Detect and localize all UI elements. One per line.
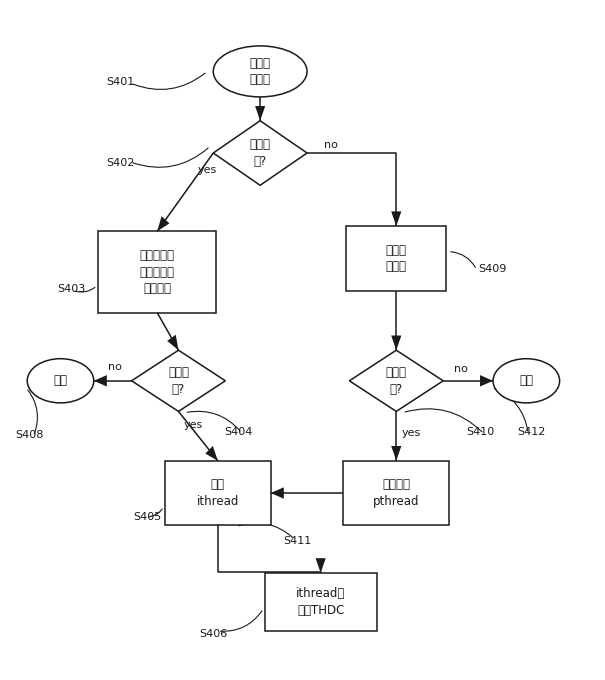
Text: 创建虚拟
pthread: 创建虚拟 pthread — [373, 478, 419, 508]
Ellipse shape — [213, 46, 307, 97]
FancyArrowPatch shape — [238, 523, 293, 537]
Text: yes: yes — [198, 165, 217, 175]
Polygon shape — [350, 350, 443, 411]
Text: yes: yes — [402, 428, 421, 438]
FancyArrowPatch shape — [28, 390, 38, 434]
Polygon shape — [271, 488, 284, 498]
Text: S403: S403 — [57, 284, 86, 294]
Text: 继续: 继续 — [519, 374, 534, 388]
Text: 用户程
序开始: 用户程 序开始 — [250, 56, 270, 86]
Text: no: no — [454, 364, 468, 373]
FancyArrowPatch shape — [188, 411, 240, 431]
Polygon shape — [391, 446, 401, 461]
Polygon shape — [167, 335, 178, 350]
Text: 线程产
生?: 线程产 生? — [168, 366, 189, 396]
Text: S405: S405 — [133, 512, 162, 522]
FancyArrowPatch shape — [75, 288, 95, 292]
Text: S410: S410 — [466, 427, 494, 437]
Polygon shape — [205, 446, 218, 461]
Polygon shape — [131, 350, 225, 411]
Text: 线程产
生?: 线程产 生? — [386, 366, 407, 396]
Text: 继续: 继续 — [53, 374, 68, 388]
Polygon shape — [157, 216, 169, 231]
Text: S412: S412 — [517, 427, 546, 437]
Text: 驱动存
在?: 驱动存 在? — [250, 138, 270, 168]
Bar — [343, 461, 449, 525]
Text: S404: S404 — [224, 427, 252, 437]
FancyArrowPatch shape — [494, 389, 528, 431]
Text: S402: S402 — [106, 158, 134, 168]
FancyArrowPatch shape — [132, 73, 205, 90]
Text: 创建
ithread: 创建 ithread — [197, 478, 239, 508]
Polygon shape — [391, 335, 401, 350]
Text: no: no — [324, 140, 338, 150]
FancyArrowPatch shape — [405, 409, 482, 432]
Text: yes: yes — [184, 420, 203, 430]
Bar — [346, 226, 446, 291]
Polygon shape — [391, 211, 401, 226]
Bar — [265, 573, 376, 631]
Text: ithread传
输到THDC: ithread传 输到THDC — [296, 587, 345, 617]
Text: S406: S406 — [200, 629, 228, 639]
Bar — [165, 461, 270, 525]
Text: no: no — [108, 362, 122, 372]
Ellipse shape — [493, 359, 560, 403]
FancyArrowPatch shape — [221, 611, 262, 631]
Polygon shape — [94, 375, 107, 386]
Text: 驱动程序在
内核模式下
开始运行: 驱动程序在 内核模式下 开始运行 — [140, 249, 175, 295]
Polygon shape — [316, 558, 325, 573]
Polygon shape — [480, 375, 493, 386]
Polygon shape — [213, 121, 307, 185]
Text: S408: S408 — [15, 430, 44, 440]
FancyArrowPatch shape — [132, 148, 208, 167]
Text: 用户程
序继续: 用户程 序继续 — [386, 243, 407, 273]
Ellipse shape — [27, 359, 94, 403]
FancyArrowPatch shape — [451, 252, 476, 267]
Text: S409: S409 — [478, 264, 506, 273]
FancyArrowPatch shape — [149, 509, 162, 517]
Polygon shape — [255, 106, 265, 121]
Bar — [98, 231, 217, 313]
Text: S411: S411 — [283, 536, 312, 545]
Text: S401: S401 — [106, 77, 134, 86]
